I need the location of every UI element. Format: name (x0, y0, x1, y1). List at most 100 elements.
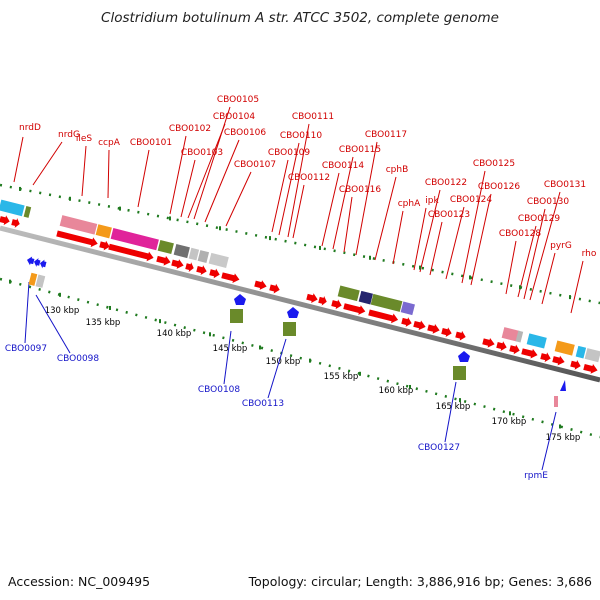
outer-dotted-ring (0, 183, 600, 305)
gene-label-leader (204, 139, 240, 223)
gene-product-box (230, 309, 243, 323)
forward-gene-label: CBO0111 (292, 112, 334, 122)
gene-label-leader (461, 170, 486, 284)
gene-product-box (35, 274, 46, 288)
gene-labels-layer: 130 kbp 135 kbp 140 kbp 145 kbp 150 kbp 155 k… (5, 95, 597, 481)
reverse-gene-label: CBO0098 (57, 354, 100, 364)
forward-gene-label: CBO0123 (428, 210, 470, 220)
kbp-label: 140 kbp (157, 329, 192, 339)
forward-gene-label: CBO0105 (217, 95, 259, 105)
forward-gene-label: CBO0109 (268, 148, 311, 158)
gene-label-leader (35, 294, 71, 354)
forward-gene-label: CBO0114 (322, 161, 365, 171)
gene-label-leader (271, 159, 289, 233)
reverse-gene-arrow (234, 294, 246, 305)
forward-gene-arrow (413, 320, 426, 331)
gene-label-leader (321, 172, 340, 247)
gene-label-leader (444, 381, 457, 443)
gene-features-layer (0, 186, 600, 429)
gene-product-box (59, 215, 98, 235)
gene-label-leader (529, 191, 561, 301)
gene-label-leader (541, 411, 557, 471)
reverse-gene-label: rpmE (524, 471, 548, 481)
reverse-gene-arrow (39, 259, 47, 269)
gene-product-box (0, 199, 25, 217)
gene-label-leader (13, 136, 24, 183)
gene-product-box (370, 293, 403, 312)
gene-label-leader (429, 221, 443, 276)
forward-gene-arrow (171, 259, 184, 269)
forward-gene-arrow (583, 364, 598, 374)
gene-product-box (157, 239, 174, 255)
forward-gene-label: CBO0126 (478, 182, 521, 192)
forward-gene-label: CBO0131 (544, 180, 586, 190)
gene-product-box (208, 252, 229, 268)
gene-label-leader (24, 281, 30, 344)
forward-gene-arrow (441, 327, 452, 338)
forward-gene-arrow (156, 255, 171, 266)
gene-label-leader (287, 123, 310, 238)
forward-gene-label: nrdG (58, 130, 80, 140)
forward-gene-label: CBO0129 (518, 214, 561, 224)
forward-gene-label: CBO0103 (181, 148, 223, 158)
forward-gene-label: cphA (398, 199, 421, 209)
gene-product-box (188, 247, 200, 261)
gene-product-box (110, 228, 159, 251)
forward-gene-label: CBO0101 (130, 138, 172, 148)
reverse-gene-arrow (287, 307, 299, 318)
gene-label-leader (223, 330, 232, 385)
genome-backbone (0, 225, 600, 383)
gene-label-leader (570, 260, 584, 314)
forward-gene-label: CBO0122 (425, 178, 467, 188)
gene-label-leader (180, 159, 196, 218)
forward-gene-label: CBO0102 (169, 124, 211, 134)
gene-label-leader (413, 207, 427, 271)
kbp-label: 165 kbp (436, 402, 471, 412)
gene-label-leader (355, 141, 378, 256)
gene-product-box (554, 340, 575, 356)
gene-label-leader (419, 189, 441, 273)
gene-label-leader (505, 240, 517, 295)
forward-gene-arrow (306, 293, 318, 303)
gene-label-leader (107, 149, 110, 199)
forward-gene-label: pyrG (550, 241, 572, 251)
gene-product-box (584, 348, 600, 363)
gene-label-leader (517, 225, 537, 298)
forward-gene-label: CBO0125 (473, 159, 515, 169)
gene-product-box (575, 345, 587, 359)
gene-label-leader (193, 106, 231, 220)
forward-gene-label: cphB (386, 165, 409, 175)
forward-gene-label: rho (582, 249, 597, 259)
forward-gene-label: CBO0112 (288, 173, 330, 183)
gene-label-leader (169, 135, 187, 215)
kbp-label: 160 kbp (379, 386, 414, 396)
kbp-label: 145 kbp (213, 344, 248, 354)
forward-gene-arrow (56, 230, 98, 248)
forward-gene-arrow (185, 262, 194, 272)
forward-gene-label: CBO0115 (339, 145, 381, 155)
forward-gene-label: CBO0124 (450, 195, 493, 205)
gene-label-leader (470, 193, 492, 286)
gene-label-leader (332, 156, 354, 250)
gene-product-box (23, 206, 32, 218)
forward-gene-arrow (108, 243, 154, 262)
gene-label-leader (225, 171, 252, 227)
forward-gene-label: CBO0106 (224, 128, 267, 138)
forward-gene-label: CBO0116 (339, 185, 382, 195)
forward-gene-arrow (552, 355, 565, 366)
gene-product-box (283, 322, 296, 336)
forward-gene-arrow (343, 303, 366, 315)
gene-label-leader (392, 210, 404, 265)
forward-gene-label: ileS (76, 134, 93, 144)
forward-gene-arrow (570, 360, 581, 370)
forward-gene-arrow (540, 352, 551, 363)
forward-gene-arrow (318, 295, 327, 306)
gene-label-leader (374, 176, 397, 261)
forward-gene-label: CBO0117 (365, 130, 407, 140)
forward-gene-arrow (455, 330, 466, 341)
gene-product-box (501, 327, 520, 342)
gene-product-box (95, 224, 112, 239)
gene-label-leader (267, 338, 287, 399)
reverse-gene-label: CBO0097 (5, 344, 47, 354)
